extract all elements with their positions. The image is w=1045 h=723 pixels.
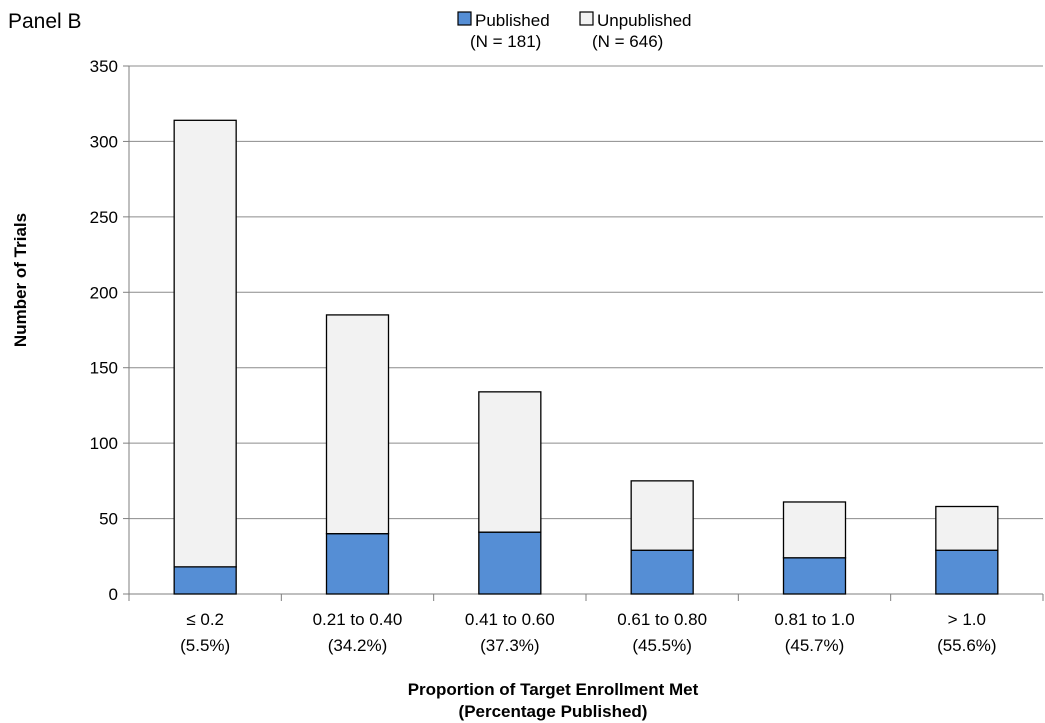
x-axis-title-line-2: (Percentage Published): [459, 702, 648, 721]
legend-sublabel-unpublished: (N = 646): [592, 32, 663, 51]
bar-unpublished: [173, 119, 237, 568]
y-tick-label: 150: [90, 359, 118, 378]
x-tick-sublabel: (45.7%): [785, 636, 845, 655]
x-tick-sublabel: (34.2%): [328, 636, 388, 655]
bar-unpublished: [782, 501, 847, 559]
y-tick-label: 0: [109, 585, 118, 604]
bar-published: [478, 531, 542, 595]
x-tick-label: > 1.0: [948, 610, 986, 629]
legend-sublabel-published: (N = 181): [470, 32, 541, 51]
legend-label-unpublished: Unpublished: [597, 11, 692, 30]
legend-swatch-unpublished: [579, 11, 594, 26]
x-tick-label: 0.41 to 0.60: [465, 610, 555, 629]
legend-label-published: Published: [475, 11, 550, 30]
y-tick-label: 250: [90, 208, 118, 227]
bar-unpublished: [935, 505, 999, 551]
y-tick-label: 100: [90, 434, 118, 453]
x-tick-label: 0.81 to 1.0: [774, 610, 854, 629]
bar-published: [325, 533, 390, 595]
y-axis-title: Number of Trials: [11, 213, 30, 347]
y-tick-label: 300: [90, 132, 118, 151]
x-tick-label: ≤ 0.2: [186, 610, 224, 629]
y-axis: 0 50 100 150 200 250 300 350: [90, 57, 130, 604]
x-tick-sublabel: (37.3%): [480, 636, 540, 655]
bar-unpublished: [325, 314, 390, 535]
bar-published: [935, 549, 999, 595]
y-tick-label: 50: [99, 510, 118, 529]
bar-published: [782, 557, 847, 595]
gridlines: [129, 65, 1043, 520]
bar-published: [173, 566, 237, 595]
x-axis-title-line-1: Proportion of Target Enrollment Met: [408, 680, 699, 699]
x-tick-sublabel: (55.6%): [937, 636, 997, 655]
x-tick-label: 0.61 to 0.80: [617, 610, 707, 629]
y-tick-label: 350: [90, 57, 118, 76]
x-tick-sublabel: (5.5%): [180, 636, 230, 655]
x-tick-sublabel: (45.5%): [632, 636, 692, 655]
bar-unpublished: [478, 391, 542, 533]
bar-unpublished: [630, 480, 694, 551]
y-tick-label: 200: [90, 283, 118, 302]
panel-label: Panel B: [8, 10, 82, 33]
legend: Published (N = 181) Unpublished (N = 646): [457, 11, 692, 51]
legend-swatch-published: [457, 11, 472, 26]
x-axis: ≤ 0.2 (5.5%) 0.21 to 0.40 (34.2%) 0.41 to 0.…: [128, 593, 1044, 655]
x-tick-label: 0.21 to 0.40: [313, 610, 403, 629]
bar-published: [630, 549, 694, 595]
bars: [173, 119, 999, 595]
